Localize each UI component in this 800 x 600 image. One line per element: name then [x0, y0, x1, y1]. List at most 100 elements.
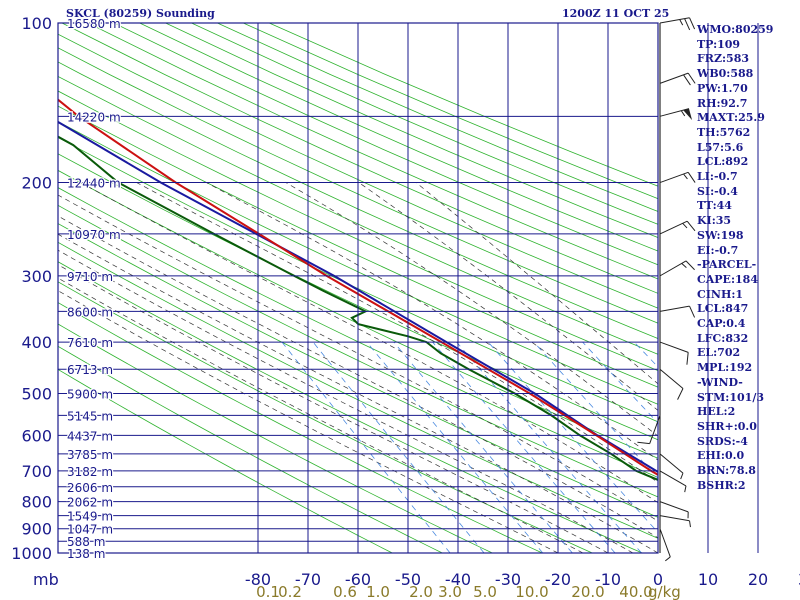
- temperature-tick-label: 0: [653, 570, 663, 589]
- index-item: SI:-0.4: [697, 184, 738, 198]
- height-label: 10970 m: [67, 228, 121, 242]
- mixing-ratio-label: 3.0: [438, 583, 462, 600]
- wind-barb: [659, 528, 671, 562]
- wind-barb: [659, 17, 696, 31]
- index-item: EI:-0.7: [697, 243, 739, 257]
- wind-half-barb: [664, 556, 671, 562]
- indices-list: WMO:80259 TP:109 FRZ:583 WB0:588 PW:1.70 RH:9…: [697, 23, 797, 494]
- height-label: 2062 m: [67, 496, 113, 510]
- wind-full-barb: [687, 72, 696, 84]
- temperature-tick-label: -50: [395, 570, 421, 589]
- temperature-tick-label: -30: [495, 570, 521, 589]
- dry-adiabat: [58, 169, 658, 459]
- index-item: SHR+:0.0: [697, 419, 757, 433]
- wind-barb: [659, 305, 696, 318]
- dry-adiabat: [58, 204, 658, 498]
- wind-half-barb: [689, 520, 691, 528]
- dry-adiabat: [58, 121, 658, 405]
- wind-half-barb: [681, 263, 687, 268]
- mixing-ratio-label: 1.0: [366, 583, 390, 600]
- height-label: 5145 m: [67, 409, 113, 423]
- wind-barb-staff: [649, 415, 661, 444]
- wind-half-barb: [683, 173, 688, 180]
- mixing-ratio-label: 40.0: [619, 583, 652, 600]
- height-label: 6713 m: [67, 363, 113, 377]
- index-item: BRN:78.8: [697, 464, 756, 478]
- mixing-ratio-label: 0.6: [333, 583, 357, 600]
- moist-adiabat: [136, 182, 658, 483]
- index-item: WMO:80259: [697, 23, 774, 36]
- moist-adiabat: [58, 277, 584, 553]
- wind-half-barb: [679, 19, 684, 26]
- index-item: KI:35: [697, 214, 732, 228]
- wind-full-barb: [683, 74, 691, 86]
- index-item: L57:5.6: [697, 140, 744, 154]
- wind-full-barb: [677, 388, 684, 400]
- index-item: WB0:588: [697, 67, 754, 81]
- wind-barb: [659, 501, 689, 519]
- temperature-tick-label: -20: [545, 570, 571, 589]
- wind-full-barb: [686, 352, 689, 365]
- wind-barb: [659, 368, 684, 400]
- wind-barb-staff: [659, 305, 690, 312]
- index-item: TT:44: [697, 199, 732, 213]
- wind-flag: [683, 108, 693, 121]
- temperature-tick-label: -80: [245, 570, 271, 589]
- wind-barb: [659, 470, 687, 493]
- station-title: SKCL (80259) Sounding: [66, 7, 215, 20]
- mixing-ratio-label: 0.2: [278, 583, 302, 600]
- moist-adiabat: [80, 182, 658, 504]
- height-label: 9710 m: [67, 270, 113, 284]
- wind-barb-staff: [659, 453, 684, 474]
- index-item: RH:92.7: [697, 96, 748, 110]
- dry-adiabat: [58, 61, 658, 340]
- wind-half-barb: [680, 472, 684, 480]
- height-label: 14220 m: [67, 110, 121, 124]
- mixing-ratio-label: 2.0: [409, 583, 433, 600]
- temperature-tick-label: 20: [748, 570, 768, 589]
- dry-adiabat: [58, 90, 658, 372]
- wind-full-barb: [686, 220, 696, 232]
- index-item: CAP:0.4: [697, 317, 746, 331]
- pressure-tick-label: 600: [21, 426, 52, 445]
- pressure-tick-label: 900: [21, 520, 52, 539]
- wind-barb-staff: [659, 528, 671, 558]
- wind-barb: [659, 341, 689, 365]
- temperature-tick-label: -60: [345, 570, 371, 589]
- wind-barb: [659, 171, 696, 184]
- dry-adiabat: [58, 136, 658, 423]
- index-item: LCL:892: [697, 155, 749, 169]
- height-label: 2606 m: [67, 481, 113, 495]
- observation-time: 1200Z 11 OCT 25: [562, 7, 670, 20]
- height-label: 1549 m: [67, 510, 113, 524]
- index-item: LFC:832: [697, 331, 749, 345]
- wind-barb-staff: [659, 72, 689, 84]
- mixing-ratio-label: 20.0: [571, 583, 604, 600]
- index-item: LCL:847: [697, 302, 749, 316]
- dry-adiabat: [58, 105, 658, 388]
- index-item: MPL:192: [697, 361, 753, 375]
- height-label: 588 m: [67, 535, 105, 549]
- wind-half-barb: [680, 110, 686, 117]
- pressure-tick-label: 800: [21, 493, 52, 512]
- index-item: BSHR:2: [697, 478, 746, 492]
- moist-adiabat: [58, 194, 658, 522]
- wind-full-barb: [637, 441, 650, 445]
- index-item: PW:1.70: [697, 81, 748, 95]
- temperature-tick-label: -40: [445, 570, 471, 589]
- index-item: MAXT:25.9: [697, 111, 765, 125]
- wind-barb: [659, 220, 696, 235]
- wind-barb: [637, 415, 661, 445]
- wind-half-barb: [684, 485, 687, 493]
- pressure-tick-label: 500: [21, 384, 52, 403]
- wind-barb: [659, 260, 695, 277]
- index-item: LI:-0.7: [697, 170, 738, 184]
- wind-full-barb: [689, 305, 696, 318]
- index-item: HEL:2: [697, 405, 736, 419]
- pressure-tick-label: 200: [21, 174, 52, 193]
- height-label: 16580 m: [67, 17, 121, 31]
- index-item: -WIND-: [697, 375, 743, 389]
- height-label: 138 m: [67, 547, 105, 561]
- height-label: 7610 m: [67, 336, 113, 350]
